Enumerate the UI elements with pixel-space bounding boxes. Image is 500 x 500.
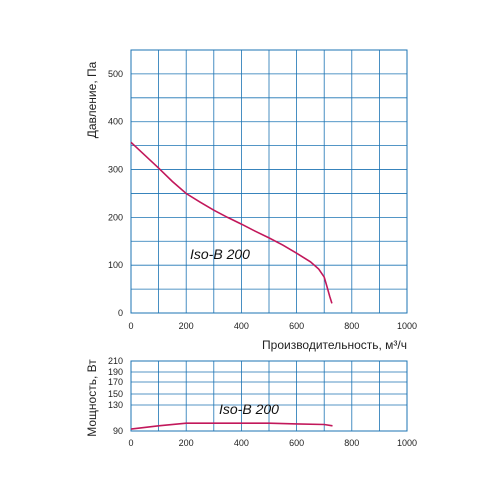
power-x-tick-label: 800 [344,438,359,448]
pressure-y-tick-label: 500 [108,69,123,79]
power-y-tick-label: 170 [108,377,123,387]
power-y-axis-title: Мощность, Вт [85,359,99,437]
power-y-tick-label: 190 [108,367,123,377]
pressure-x-tick-label: 200 [179,321,194,331]
power-grid [131,361,407,431]
pressure-y-tick-label: 0 [118,308,123,318]
pressure-plot-frame [130,49,408,314]
power-plot-frame [130,360,408,432]
pressure-x-ticks: 0 200 400 600 800 1000 [128,321,417,331]
power-y-tick-label: 210 [108,356,123,366]
power-curve-label: Iso-B 200 [219,401,279,417]
pressure-chart: 0 200 400 600 800 1000 0 100 200 300 400 500 Iso-B… [85,49,417,352]
pressure-x-tick-label: 400 [234,321,249,331]
pressure-x-tick-label: 0 [128,321,133,331]
pressure-y-tick-label: 100 [108,260,123,270]
power-x-tick-label: 400 [234,438,249,448]
power-x-ticks: 0 200 400 600 800 1000 [128,438,417,448]
power-x-tick-label: 0 [128,438,133,448]
pressure-x-tick-label: 800 [344,321,359,331]
pressure-y-tick-label: 200 [108,212,123,222]
pressure-y-tick-label: 400 [108,117,123,127]
power-x-tick-label: 1000 [397,438,417,448]
power-y-tick-label: 130 [108,400,123,410]
pressure-y-ticks: 0 100 200 300 400 500 [108,69,123,318]
power-x-tick-label: 200 [179,438,194,448]
pressure-curve-label: Iso-B 200 [190,246,250,262]
pressure-grid [131,50,407,313]
power-x-tick-label: 600 [289,438,304,448]
power-y-tick-label: 90 [113,426,123,436]
pressure-y-axis-title: Давление, Па [85,61,99,138]
pressure-x-tick-label: 1000 [397,321,417,331]
power-y-tick-label: 150 [108,389,123,399]
power-curve [130,422,333,430]
pressure-curve [130,141,333,304]
pressure-y-tick-label: 300 [108,165,123,175]
pressure-x-tick-label: 600 [289,321,304,331]
pressure-x-axis-title: Производительность, м³/ч [262,338,407,352]
